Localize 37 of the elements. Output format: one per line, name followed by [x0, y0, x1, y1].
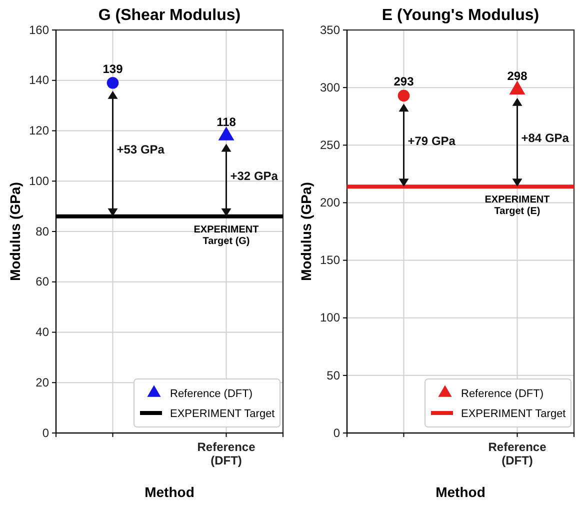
annotation: EXPERIMENT Target (G)	[194, 224, 259, 247]
y-tick-label: 120	[28, 124, 50, 138]
y-tick-label: 150	[320, 253, 340, 268]
data-label: 298	[507, 68, 528, 83]
x-axis-title: Method	[144, 484, 194, 500]
y-tick-label: 100	[320, 310, 340, 325]
y-tick-label: 200	[320, 196, 340, 210]
y-tick-label: 160	[28, 22, 50, 37]
annotation: +53 GPa	[116, 142, 165, 157]
x-axis-title: Method	[436, 484, 486, 500]
y-tick-label: 60	[36, 274, 50, 289]
data-label: 118	[216, 114, 236, 129]
data-label: 139	[102, 62, 124, 76]
y-tick-label: 20	[36, 375, 50, 390]
y-tick-label: 50	[326, 368, 340, 382]
annotation: EXPERIMENT Target (E)	[484, 194, 550, 218]
annotation: +32 GPa	[230, 169, 278, 184]
y-tick-label: 300	[320, 80, 340, 94]
legend-label: Reference (DFT)	[170, 388, 253, 400]
y-axis-title: Modulus (GPa)	[7, 182, 23, 281]
legend-label: Reference (DFT)	[461, 388, 544, 400]
y-tick-label: 40	[36, 325, 50, 340]
y-tick-label: 350	[320, 22, 340, 37]
legend-label: EXPERIMENT Target	[461, 408, 566, 420]
y-tick-label: 100	[28, 174, 50, 188]
chart-title: E (Young's Modulus)	[382, 7, 540, 24]
legend-label: EXPERIMENT Target	[170, 408, 275, 420]
annotation: +84 GPa	[521, 131, 570, 146]
y-axis-title: Modulus (GPa)	[298, 182, 314, 281]
y-tick-label: 140	[28, 73, 50, 88]
annotation: +79 GPa	[408, 134, 456, 148]
y-tick-label: 0	[333, 426, 340, 440]
y-tick-label: 80	[36, 224, 50, 238]
y-tick-label: 250	[320, 138, 340, 152]
data-label: 293	[394, 74, 414, 89]
y-tick-label: 0	[42, 426, 50, 440]
chart-title: G (Shear Modulus)	[98, 7, 241, 24]
